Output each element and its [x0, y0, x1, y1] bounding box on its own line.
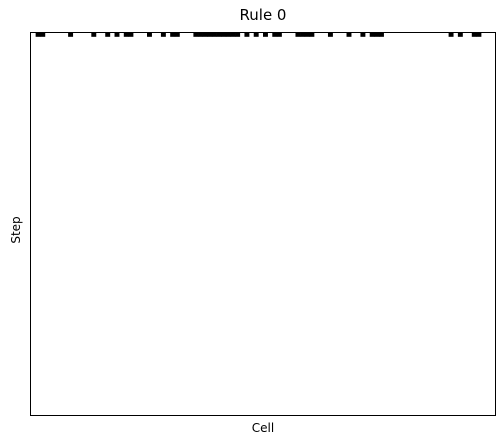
- live-cell: [347, 33, 352, 37]
- live-cell: [472, 33, 477, 37]
- live-cell: [370, 33, 375, 37]
- live-cell: [212, 33, 217, 37]
- live-cell: [217, 33, 222, 37]
- live-cell: [244, 33, 249, 37]
- live-cell: [449, 33, 454, 37]
- live-cell: [379, 33, 384, 37]
- live-cell: [476, 33, 481, 37]
- live-cell: [328, 33, 333, 37]
- live-cell: [68, 33, 73, 37]
- live-cell: [40, 33, 45, 37]
- live-cell: [458, 33, 463, 37]
- live-cell: [235, 33, 240, 37]
- live-cell: [147, 33, 152, 37]
- live-cell: [175, 33, 180, 37]
- live-cell: [254, 33, 259, 37]
- live-cell: [226, 33, 231, 37]
- cell-grid: [36, 33, 482, 37]
- live-cell: [300, 33, 305, 37]
- live-cell: [277, 33, 282, 37]
- live-cell: [374, 33, 379, 37]
- plot-frame: [31, 33, 496, 416]
- live-cell: [124, 33, 129, 37]
- live-cell: [360, 33, 365, 37]
- live-cell: [161, 33, 166, 37]
- live-cell: [207, 33, 212, 37]
- live-cell: [170, 33, 175, 37]
- live-cell: [198, 33, 203, 37]
- live-cell: [295, 33, 300, 37]
- live-cell: [272, 33, 277, 37]
- live-cell: [305, 33, 310, 37]
- live-cell: [115, 33, 120, 37]
- live-cell: [231, 33, 236, 37]
- live-cell: [193, 33, 198, 37]
- live-cell: [91, 33, 96, 37]
- live-cell: [263, 33, 268, 37]
- live-cell: [36, 33, 41, 37]
- live-cell: [128, 33, 133, 37]
- live-cell: [221, 33, 226, 37]
- live-cell: [203, 33, 208, 37]
- live-cell: [309, 33, 314, 37]
- live-cell: [105, 33, 110, 37]
